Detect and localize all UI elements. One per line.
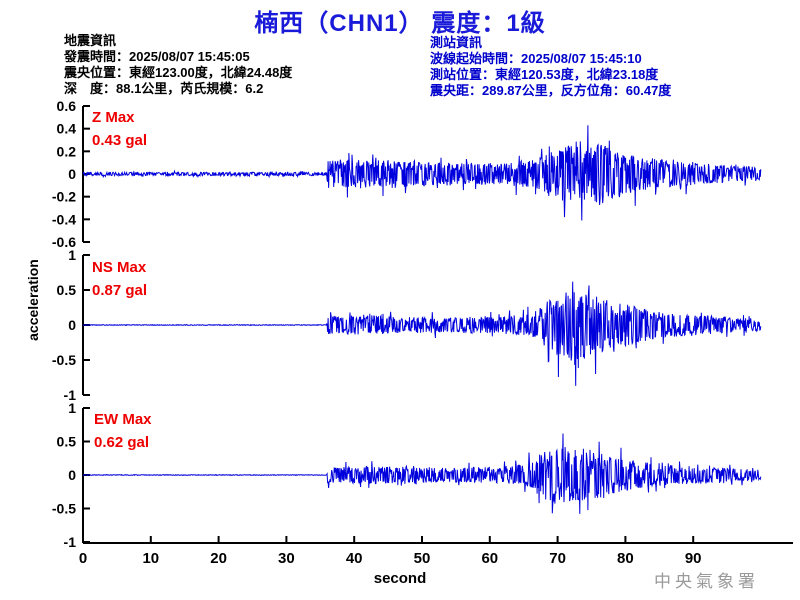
station-info-block: 測站資訊 波線起始時間：2025/08/07 15:45:10 測站位置：東經1… xyxy=(430,35,671,99)
x-tick-label: 60 xyxy=(481,550,498,567)
ew-max-title: EW Max xyxy=(94,411,152,428)
waveform-trace-Z xyxy=(82,125,762,221)
page-title: 楠西（CHN1） 震度：1級 xyxy=(254,10,546,37)
y-tick-label-EW: -1 xyxy=(64,534,77,550)
x-tick-label: 40 xyxy=(346,550,363,567)
y-tick-label-EW: 1 xyxy=(68,400,76,416)
ns-max-value: 0.87 gal xyxy=(92,282,148,299)
y-tick-label-Z: 0.4 xyxy=(57,121,77,137)
y-tick-label-NS: -0.5 xyxy=(52,352,76,368)
y-tick-label-Z: -0.4 xyxy=(52,211,76,227)
y-tick-label-NS: -1 xyxy=(64,387,77,403)
earthquake-info-block: 地震資訊 發震時間：2025/08/07 15:45:05 震央位置：東經123… xyxy=(64,33,292,97)
y-tick-label-Z: 0 xyxy=(68,166,76,182)
x-axis-title: second xyxy=(373,570,427,587)
x-tick-label: 0 xyxy=(79,550,87,567)
station-location: 測站位置：東經120.53度，北緯23.18度 xyxy=(430,67,659,82)
z-max-label: Z Max 0.43 gal xyxy=(92,106,147,152)
depth-magnitude: 深 度：88.1公里，芮氏規模：6.2 xyxy=(64,81,264,96)
y-tick-label-NS: 0.5 xyxy=(57,282,77,298)
z-max-value: 0.43 gal xyxy=(92,132,148,149)
y-tick-label-EW: -0.5 xyxy=(52,501,76,517)
y-tick-label-Z: -0.2 xyxy=(52,189,76,205)
y-tick-label-Z: -0.6 xyxy=(52,234,76,250)
ns-max-title: NS Max xyxy=(92,259,147,276)
origin-time: 發震時間：2025/08/07 15:45:05 xyxy=(64,49,250,64)
x-tick-label: 10 xyxy=(142,550,159,567)
agency-watermark: 中央氣象署 xyxy=(654,572,759,591)
distance-azimuth: 震央距：289.87公里，反方位角：60.47度 xyxy=(430,83,672,98)
y-tick-label-Z: 0.2 xyxy=(57,143,77,159)
z-max-title: Z Max xyxy=(92,109,135,126)
station-info-heading: 測站資訊 xyxy=(430,35,483,50)
x-tick-label: 30 xyxy=(278,550,295,567)
waveform-trace-EW xyxy=(83,433,762,514)
y-tick-label-EW: 0.5 xyxy=(57,434,77,450)
x-tick-label: 20 xyxy=(210,550,227,567)
earthquake-info-heading: 地震資訊 xyxy=(64,33,117,48)
record-start-time: 波線起始時間：2025/08/07 15:45:10 xyxy=(430,51,642,66)
x-tick-label: 90 xyxy=(685,550,702,567)
ew-max-label: EW Max 0.62 gal xyxy=(94,408,152,454)
x-tick-label: 70 xyxy=(549,550,566,567)
waveform-trace-NS xyxy=(82,281,762,386)
y-tick-label-NS: 1 xyxy=(68,247,76,263)
y-tick-label-NS: 0 xyxy=(68,317,76,333)
ns-max-label: NS Max 0.87 gal xyxy=(92,256,147,302)
x-tick-label: 80 xyxy=(617,550,634,567)
epicenter-location: 震央位置：東經123.00度，北緯24.48度 xyxy=(64,65,293,80)
ew-max-value: 0.62 gal xyxy=(94,434,150,451)
y-tick-label-EW: 0 xyxy=(68,467,76,483)
x-tick-label: 50 xyxy=(414,550,431,567)
y-tick-label-Z: 0.6 xyxy=(57,98,77,114)
